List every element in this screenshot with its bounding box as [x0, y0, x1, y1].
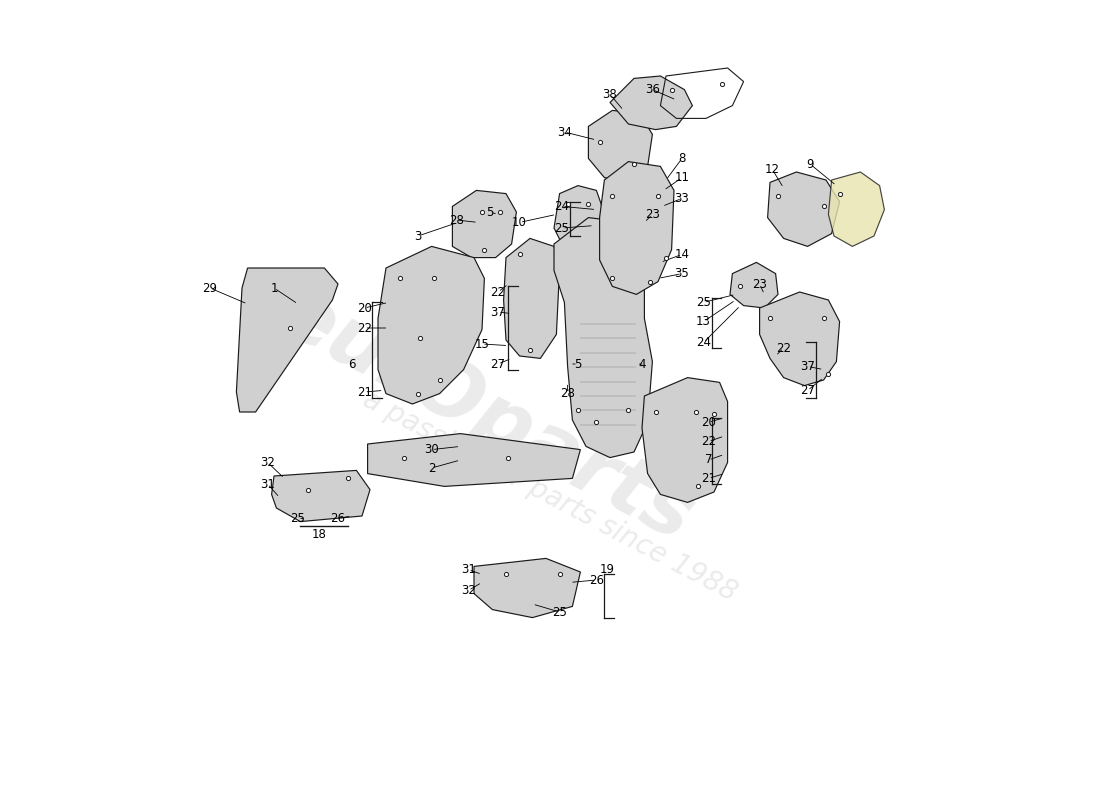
- Text: 21: 21: [701, 472, 716, 485]
- Text: 4: 4: [638, 358, 646, 370]
- Text: 5: 5: [486, 206, 494, 218]
- Polygon shape: [600, 162, 674, 294]
- Text: 26: 26: [330, 512, 345, 525]
- Text: 31: 31: [461, 563, 476, 576]
- Text: 7: 7: [705, 454, 712, 466]
- Text: 20: 20: [358, 302, 372, 314]
- Text: a passion for parts since 1988: a passion for parts since 1988: [359, 385, 741, 607]
- Text: 14: 14: [674, 248, 690, 261]
- Polygon shape: [474, 558, 581, 618]
- Text: 6: 6: [348, 358, 355, 370]
- Text: 24: 24: [696, 336, 711, 349]
- Polygon shape: [642, 378, 727, 502]
- Polygon shape: [768, 172, 839, 246]
- Text: 21: 21: [356, 386, 372, 398]
- Text: 22: 22: [701, 435, 716, 448]
- Polygon shape: [610, 76, 692, 130]
- Text: 35: 35: [674, 267, 690, 280]
- Text: 23: 23: [752, 278, 767, 290]
- Text: 8: 8: [679, 152, 685, 165]
- Polygon shape: [828, 172, 884, 246]
- Text: 22: 22: [777, 342, 791, 354]
- Text: 34: 34: [557, 126, 572, 138]
- Text: 19: 19: [601, 563, 615, 576]
- Text: 26: 26: [588, 574, 604, 586]
- Polygon shape: [588, 110, 652, 182]
- Text: 27: 27: [491, 358, 506, 370]
- Text: 28: 28: [449, 214, 464, 226]
- Text: 25: 25: [290, 512, 306, 525]
- Text: 15: 15: [474, 338, 490, 350]
- Text: 10: 10: [513, 216, 527, 229]
- Text: 2: 2: [428, 462, 436, 474]
- Polygon shape: [452, 190, 516, 258]
- Polygon shape: [730, 262, 778, 308]
- Polygon shape: [504, 238, 560, 358]
- Text: 24: 24: [554, 200, 570, 213]
- Text: 11: 11: [674, 171, 690, 184]
- Text: 33: 33: [674, 192, 690, 205]
- Text: 25: 25: [554, 222, 570, 234]
- Text: 32: 32: [461, 584, 476, 597]
- Text: 9: 9: [806, 158, 814, 170]
- Text: 30: 30: [425, 443, 439, 456]
- Polygon shape: [760, 292, 839, 386]
- Text: 22: 22: [491, 286, 506, 298]
- Text: 18: 18: [312, 528, 327, 541]
- Polygon shape: [378, 246, 484, 404]
- Text: 38: 38: [603, 88, 617, 101]
- Text: 5: 5: [574, 358, 582, 370]
- Polygon shape: [272, 470, 370, 522]
- Text: 32: 32: [261, 456, 275, 469]
- Polygon shape: [554, 186, 602, 250]
- Text: 22: 22: [356, 322, 372, 334]
- Polygon shape: [554, 218, 652, 458]
- Text: 31: 31: [261, 478, 275, 490]
- Text: 29: 29: [202, 282, 218, 294]
- Text: 3: 3: [415, 230, 421, 242]
- Text: 28: 28: [560, 387, 575, 400]
- Text: 20: 20: [701, 416, 716, 429]
- Text: 37: 37: [491, 306, 505, 318]
- Text: 25: 25: [552, 606, 567, 618]
- Text: 36: 36: [645, 83, 660, 96]
- Text: 12: 12: [764, 163, 780, 176]
- Text: eurOparts: eurOparts: [265, 274, 706, 558]
- Text: 27: 27: [800, 384, 815, 397]
- Text: 25: 25: [696, 296, 711, 309]
- Text: 23: 23: [645, 208, 660, 221]
- Text: 37: 37: [800, 360, 815, 373]
- Polygon shape: [367, 434, 581, 486]
- Text: 1: 1: [271, 282, 277, 294]
- Polygon shape: [236, 268, 338, 412]
- Text: 13: 13: [696, 315, 711, 328]
